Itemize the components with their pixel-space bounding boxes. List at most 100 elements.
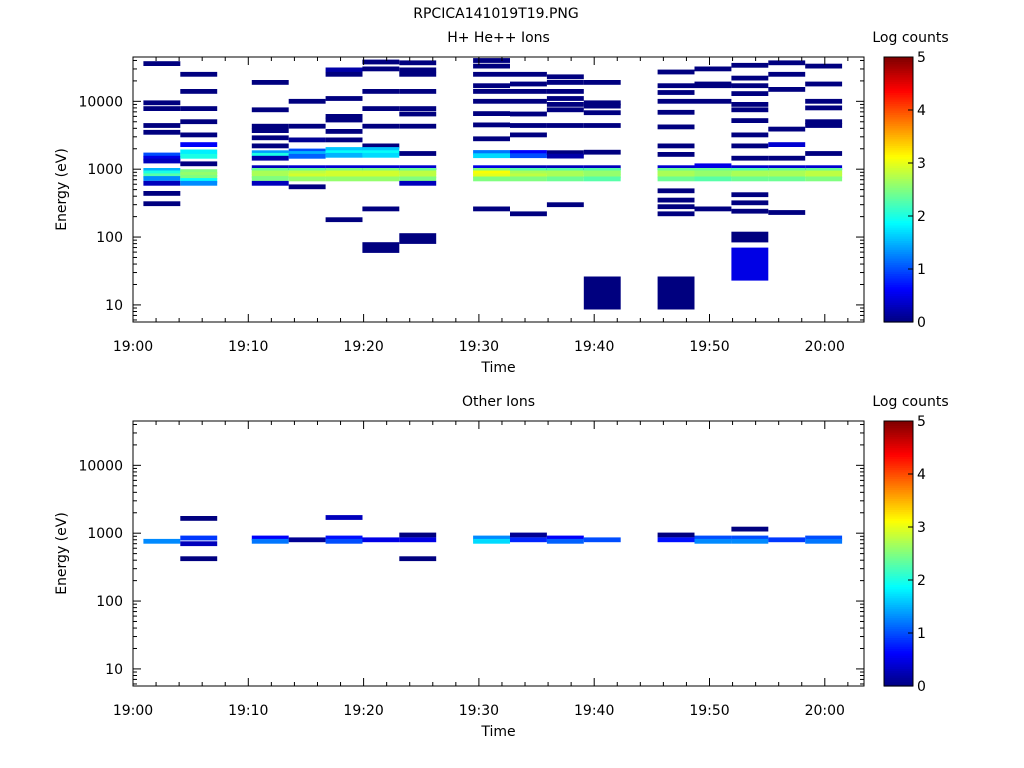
heatmap-cell: [731, 192, 769, 198]
colorbar-frame: [883, 420, 914, 687]
heatmap-cell: [288, 165, 326, 171]
y-axis-label: Energy (eV): [54, 512, 70, 595]
colorbar-segment: [884, 295, 913, 299]
heatmap-cell: [325, 170, 363, 176]
heatmap-cell: [143, 173, 181, 179]
colorbar-segment: [884, 143, 913, 146]
heatmap-cell: [473, 206, 510, 212]
colorbar-segment: [884, 535, 913, 539]
x-tick-label: 20:00: [805, 339, 845, 355]
heatmap-cell: [180, 161, 218, 167]
colorbar-segment: [884, 211, 913, 215]
colorbar-segment: [884, 531, 913, 535]
heatmap-cell: [251, 152, 289, 158]
colorbar-segment: [884, 551, 913, 555]
colorbar-segment: [884, 582, 913, 586]
colorbar-segment: [884, 189, 913, 193]
y-tick-label: 100: [96, 230, 123, 246]
heatmap-cell: [251, 128, 289, 133]
heatmap-cell: [657, 197, 695, 203]
heatmap-cell: [473, 71, 510, 77]
colorbar-segment: [884, 429, 913, 433]
x-tick-label: 19:30: [459, 703, 499, 719]
colorbar-segment: [884, 304, 913, 308]
colorbar-segment: [884, 425, 913, 429]
heatmap-cell: [473, 89, 510, 94]
heatmap-cell: [510, 153, 547, 159]
colorbar-segment: [884, 244, 913, 248]
colorbar-segment: [884, 447, 913, 451]
heatmap-cell: [288, 137, 326, 143]
heatmap-cell: [731, 247, 769, 281]
colorbar-segment: [884, 469, 913, 473]
heatmap-cell: [325, 67, 363, 73]
colorbar-segment: [884, 125, 913, 129]
heatmap-cell: [768, 537, 806, 543]
colorbar-segment: [884, 646, 913, 650]
colorbar-segment: [884, 661, 913, 665]
heatmap-cell: [583, 276, 621, 310]
colorbar-segment: [884, 549, 913, 552]
heatmap-cell: [657, 276, 695, 310]
colorbar-segment: [884, 564, 913, 568]
heatmap-cell: [362, 123, 400, 129]
colorbar-segment: [884, 555, 913, 559]
heatmap-cell: [805, 170, 843, 176]
heatmap-cell: [399, 180, 437, 186]
heatmap-cell: [251, 150, 289, 156]
colorbar-segment: [884, 238, 913, 241]
colorbar-segment: [884, 580, 913, 583]
colorbar-segment: [884, 273, 913, 277]
heatmap-cell: [288, 123, 326, 129]
heatmap-cell: [143, 170, 181, 176]
heatmap-cell: [399, 106, 437, 111]
colorbar-segment: [884, 440, 913, 444]
colorbar-segment: [884, 604, 913, 608]
colorbar-segment: [884, 227, 913, 230]
heatmap-cell: [180, 149, 218, 155]
heatmap-cell: [251, 135, 289, 141]
heatmap-cell: [180, 556, 218, 562]
colorbar-segment: [884, 216, 913, 219]
heatmap-cell: [473, 168, 510, 173]
colorbar-segment: [884, 655, 913, 658]
colorbar-segment: [884, 591, 913, 594]
heatmap-cell: [657, 165, 695, 171]
heatmap-cell: [251, 173, 289, 179]
heatmap-cell: [583, 110, 621, 116]
heatmap-cell: [583, 165, 621, 171]
colorbar-segment: [884, 480, 913, 484]
heatmap-cell: [251, 538, 289, 544]
colorbar-segment: [884, 176, 913, 180]
heatmap-cell: [694, 173, 732, 179]
heatmap-cell: [143, 538, 181, 544]
heatmap-cell: [399, 111, 437, 117]
heatmap-cell: [251, 170, 289, 176]
heatmap-cell: [546, 202, 584, 208]
colorbar-segment: [884, 630, 913, 634]
heatmap-cell: [546, 168, 584, 173]
heatmap-cell: [143, 123, 181, 128]
heatmap-cell: [180, 541, 218, 547]
colorbar-segment: [884, 670, 913, 674]
heatmap-cell: [180, 132, 218, 138]
colorbar-segment: [884, 284, 913, 288]
heatmap-cell: [143, 180, 181, 186]
heatmap-cell: [731, 132, 769, 138]
colorbar-segment: [884, 251, 913, 255]
heatmap-cell: [583, 100, 621, 106]
colorbar-segment: [884, 458, 913, 462]
colorbar-segment: [884, 619, 913, 623]
heatmap-cell: [473, 58, 510, 63]
heatmap-cell: [251, 168, 289, 173]
colorbar-segment: [884, 546, 913, 550]
heatmap-cell: [288, 168, 326, 173]
colorbar-segment: [884, 165, 913, 169]
heatmap-cell: [473, 150, 510, 155]
heatmap-cell: [362, 152, 400, 158]
colorbar-segment: [884, 509, 913, 513]
colorbar-segment: [884, 136, 913, 140]
panel-title: H+ He++ Ions: [447, 30, 550, 46]
x-tick-label: 19:20: [343, 703, 383, 719]
heatmap-cell: [768, 142, 806, 147]
